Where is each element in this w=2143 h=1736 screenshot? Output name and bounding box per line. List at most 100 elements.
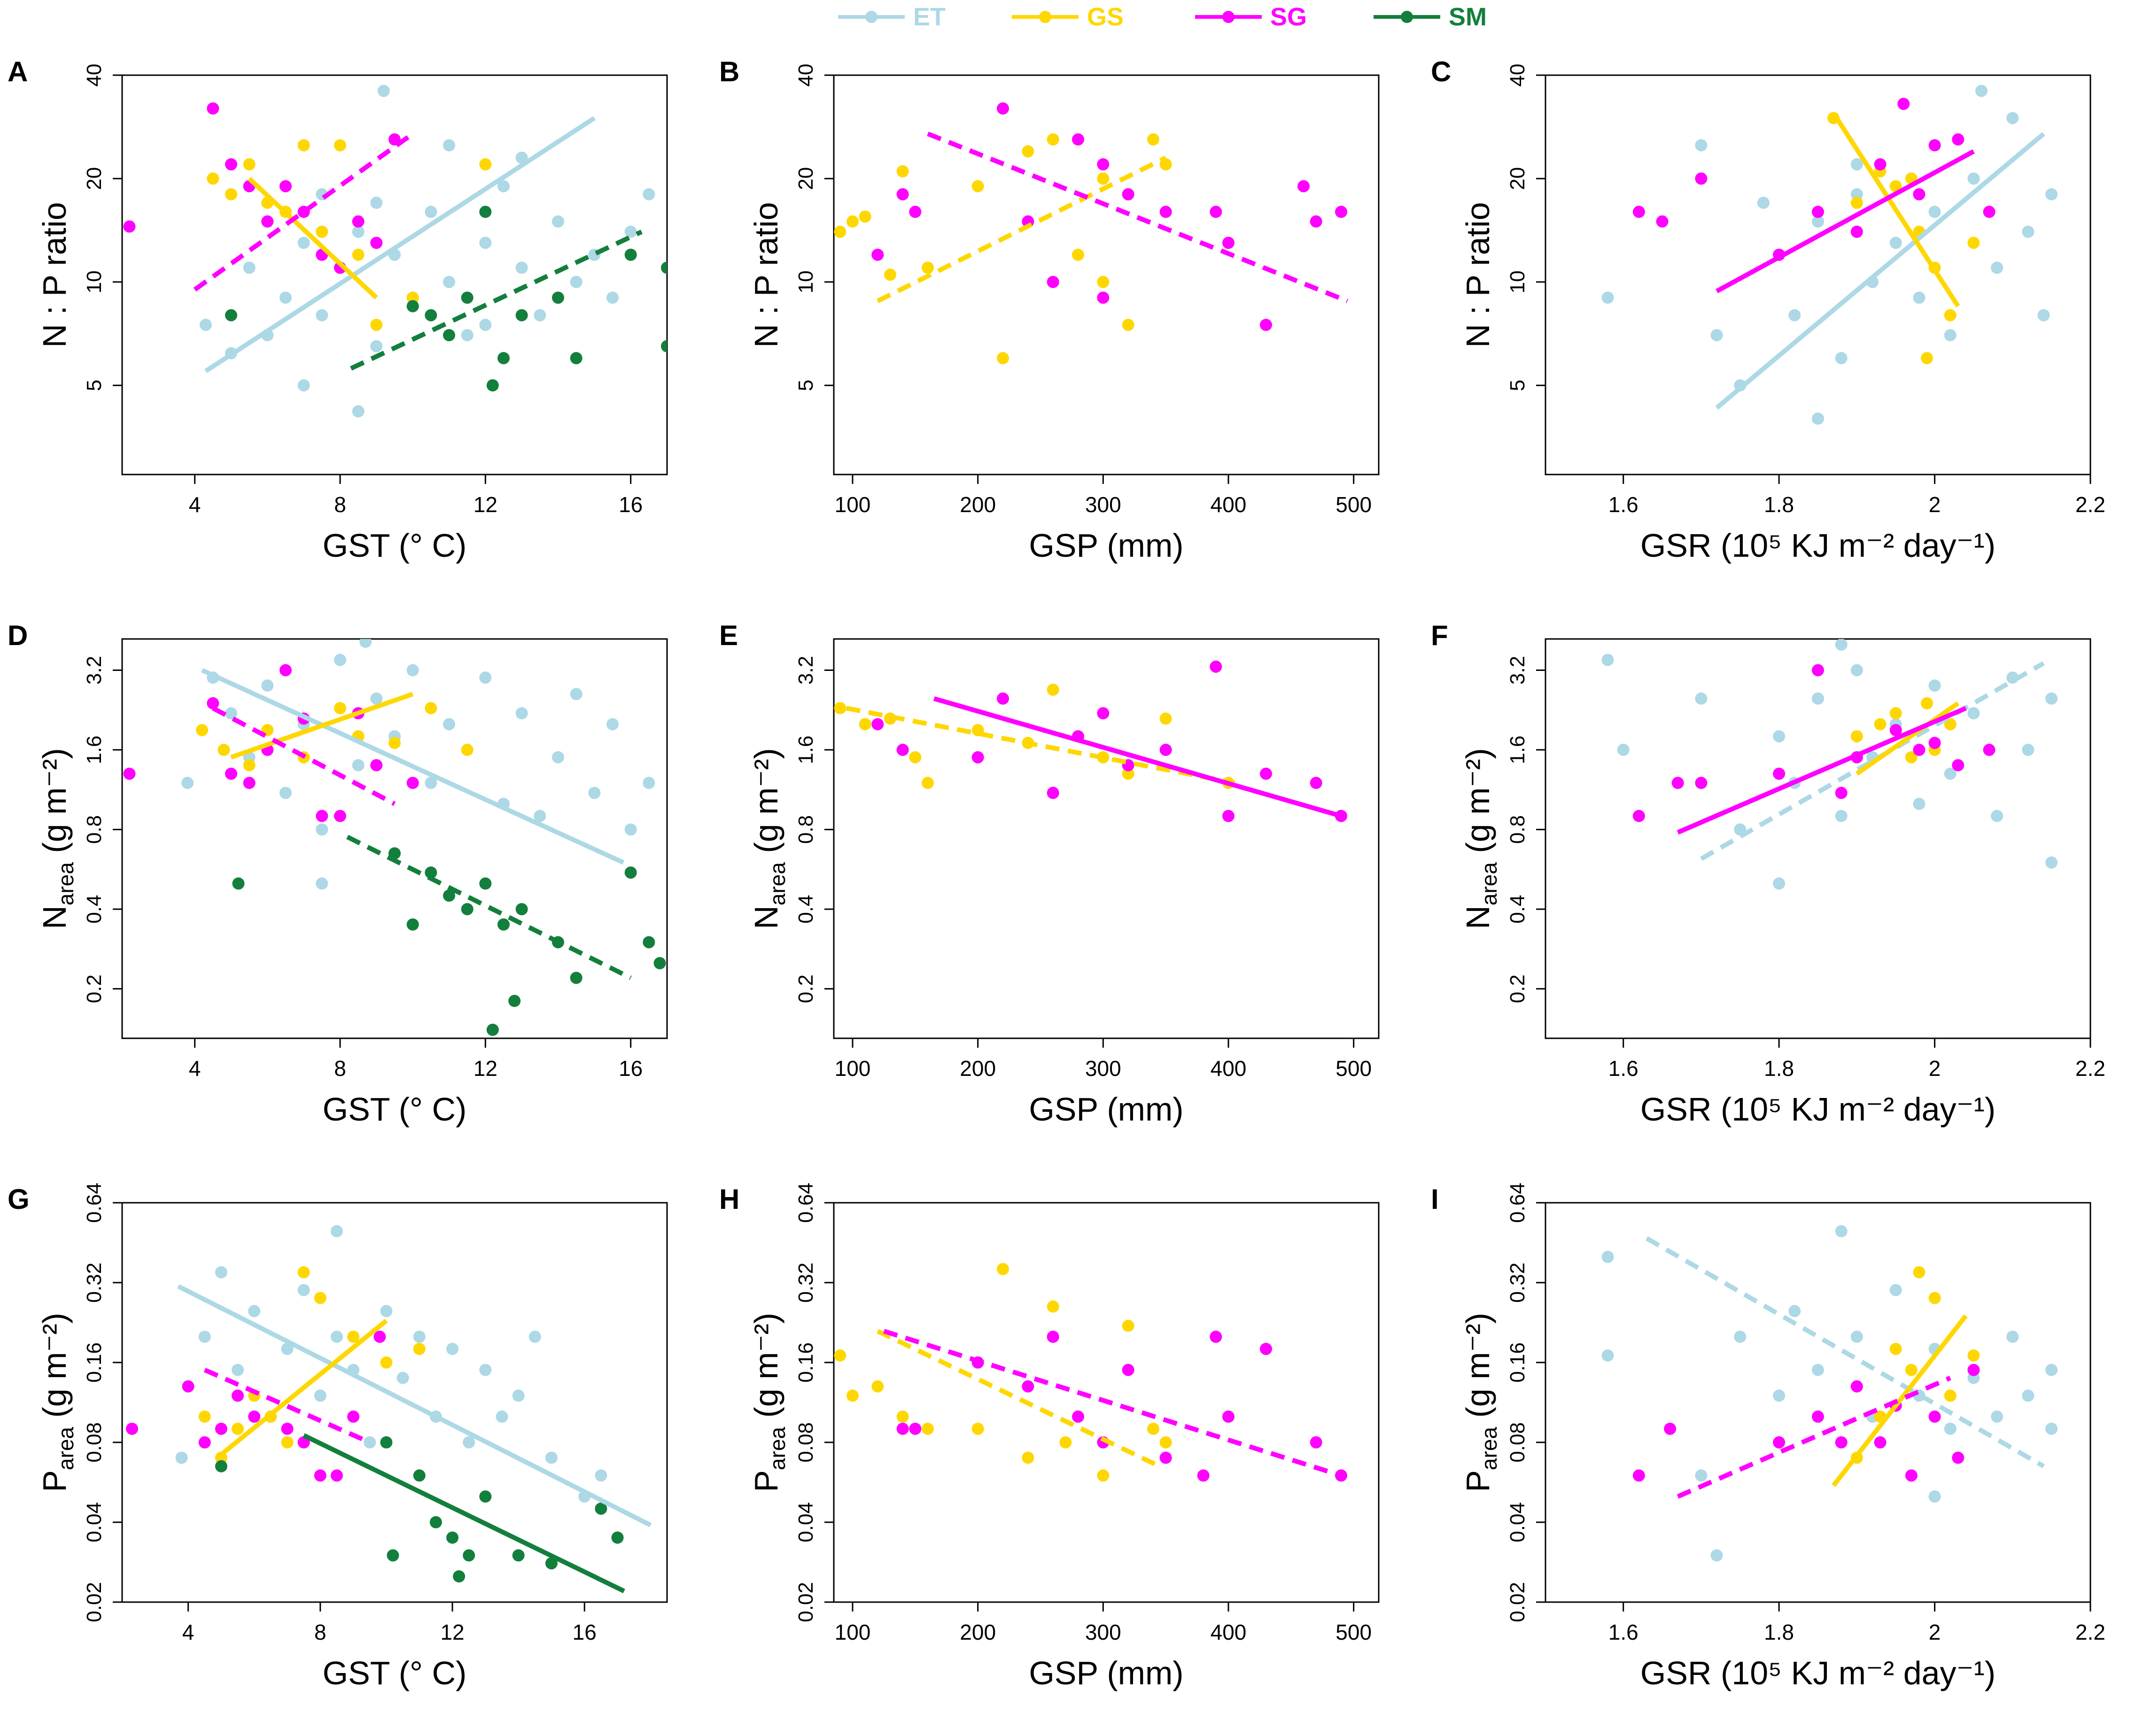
y-tick-label: 1.6 xyxy=(83,735,106,764)
point-sg xyxy=(1159,744,1172,756)
point-sm xyxy=(225,309,237,321)
x-tick-label: 12 xyxy=(440,1620,464,1644)
point-sg xyxy=(1928,737,1941,749)
point-sm xyxy=(570,352,582,365)
point-et xyxy=(479,236,492,249)
point-et xyxy=(443,276,455,288)
y-tick-label: 0.2 xyxy=(794,974,817,1003)
panel-letter: H xyxy=(719,1183,740,1215)
x-tick-label: 16 xyxy=(619,1056,643,1081)
plot-frame xyxy=(833,74,1380,475)
point-et xyxy=(297,379,310,392)
point-gs xyxy=(243,759,256,771)
point-sg xyxy=(1952,133,1964,146)
point-gs xyxy=(316,226,328,238)
legend-marker xyxy=(1039,11,1051,23)
point-sm xyxy=(429,1516,442,1528)
point-sg xyxy=(225,767,237,780)
point-sg xyxy=(871,249,884,261)
y-tick-label: 0.16 xyxy=(1506,1342,1529,1383)
point-sg xyxy=(1197,1469,1210,1482)
point-sg xyxy=(1773,767,1786,780)
point-gs xyxy=(859,718,871,731)
y-tick-label: 5 xyxy=(83,380,106,391)
point-sg xyxy=(1889,724,1902,737)
panel-letter: I xyxy=(1431,1183,1439,1215)
point-sm xyxy=(661,340,667,352)
point-sg xyxy=(1310,1436,1322,1448)
point-sg xyxy=(347,1410,360,1423)
point-et xyxy=(1601,291,1614,304)
y-tick-label: 40 xyxy=(83,64,106,87)
point-gs xyxy=(479,158,492,171)
point-sm xyxy=(461,291,474,304)
point-et xyxy=(215,1266,227,1279)
point-et xyxy=(1835,352,1848,365)
point-sg xyxy=(1632,1469,1645,1482)
point-sg xyxy=(1773,1436,1786,1448)
point-et xyxy=(330,1225,343,1238)
point-et xyxy=(2006,112,2019,125)
point-gs xyxy=(997,352,1009,365)
point-et xyxy=(534,810,546,822)
x-tick-label: 1.6 xyxy=(1608,492,1638,517)
panel-b: B 100 200 300 400 500 5 10 20 40 GSP (mm) N : P rat… xyxy=(712,47,1426,606)
point-gs xyxy=(1944,1389,1957,1402)
point-sg xyxy=(1297,180,1310,193)
point-gs xyxy=(859,210,871,223)
point-et xyxy=(1835,639,1848,651)
point-sm xyxy=(497,918,510,931)
y-tick-label: 0.2 xyxy=(83,974,106,1003)
point-et xyxy=(352,405,365,418)
point-sg xyxy=(281,1423,294,1435)
point-et xyxy=(461,329,474,342)
chart-svg-f: 1.6 1.8 2 2.2 0.2 0.4 0.8 1.6 3.2 GSR (10⁵ KJ m⁻²… xyxy=(1460,638,2105,1128)
point-gs xyxy=(1944,309,1957,321)
panel-a: A 4 8 12 16 5 10 20 40 GST (° C) N : P ratio xyxy=(0,47,714,606)
plot-area xyxy=(126,1225,652,1594)
point-gs xyxy=(1047,684,1059,696)
point-sg xyxy=(997,102,1009,115)
point-gs xyxy=(380,1356,393,1369)
point-sg xyxy=(1905,1469,1918,1482)
point-sg xyxy=(330,1469,343,1482)
point-sm xyxy=(515,309,528,321)
point-gs xyxy=(461,744,474,756)
point-et xyxy=(1788,309,1801,321)
panel-letter: E xyxy=(719,620,738,651)
plot-frame xyxy=(121,1202,668,1603)
point-et xyxy=(2045,692,2058,705)
point-et xyxy=(512,1389,525,1402)
y-tick-label: 10 xyxy=(794,271,817,294)
plot-frame xyxy=(1545,638,2091,1039)
point-gs xyxy=(1889,707,1902,720)
fit-line-et xyxy=(1645,1236,2045,1469)
fit-line-gs xyxy=(1832,1314,1968,1487)
point-et xyxy=(528,1331,541,1343)
point-sg xyxy=(1097,158,1110,171)
point-sg xyxy=(1097,707,1110,720)
point-gs xyxy=(1147,133,1159,146)
point-et xyxy=(1835,1225,1848,1238)
point-gs xyxy=(922,777,934,789)
x-tick-label: 400 xyxy=(1211,1056,1247,1081)
x-axis-label: GST (° C) xyxy=(323,1655,467,1691)
x-tick-label: 300 xyxy=(1085,1620,1121,1644)
point-et xyxy=(1757,196,1770,209)
point-et xyxy=(316,309,328,321)
point-sg xyxy=(1260,767,1272,780)
legend-item-et: ET xyxy=(836,2,946,32)
fit-line-sm xyxy=(350,229,643,371)
point-sm xyxy=(515,903,528,916)
point-sg xyxy=(1952,759,1964,771)
y-tick-label: 0.08 xyxy=(1506,1422,1529,1463)
panel-letter: D xyxy=(8,620,28,651)
point-et xyxy=(1601,1251,1614,1263)
point-sm xyxy=(653,957,666,970)
point-gs xyxy=(347,1331,360,1343)
point-sm xyxy=(486,379,499,392)
point-et xyxy=(552,215,564,228)
fit-line-et xyxy=(1715,132,2045,410)
point-et xyxy=(1601,1349,1614,1362)
point-et xyxy=(1773,1389,1786,1402)
